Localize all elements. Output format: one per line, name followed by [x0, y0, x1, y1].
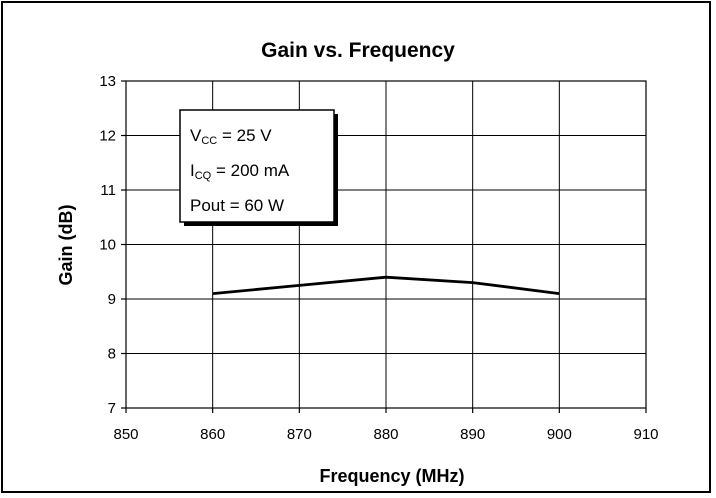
y-tick-label: 8 — [108, 346, 116, 363]
x-tick-label: 910 — [633, 426, 658, 443]
annotation-pout: Pout = 60 W — [190, 196, 284, 215]
x-tick-label: 870 — [287, 426, 312, 443]
annotation-border — [179, 109, 335, 223]
y-tick-label: 12 — [99, 128, 116, 145]
y-axis-label: Gain (dB) — [56, 205, 76, 286]
x-tick-label: 850 — [113, 426, 138, 443]
y-tick-label: 9 — [108, 291, 116, 308]
x-tick-label: 860 — [200, 426, 225, 443]
y-tick-label: 13 — [99, 73, 116, 90]
series — [212, 275, 560, 295]
chart-title: Gain vs. Frequency — [261, 39, 455, 62]
annotation-shadow-bottom — [184, 222, 338, 226]
annotation-box: VCC = 25 V ICQ = 200 mA Pout = 60 W — [179, 109, 338, 226]
x-tick-label: 900 — [547, 426, 572, 443]
y-tick-label: 10 — [99, 237, 116, 254]
annotation-vcc: VCC = 25 V — [190, 126, 272, 147]
y-tick-label: 11 — [100, 182, 116, 199]
x-tick-label: 890 — [460, 426, 485, 443]
annotation-shadow-right — [334, 114, 338, 226]
x-tick-label: 880 — [373, 426, 398, 443]
y-tick-label: 7 — [108, 400, 116, 417]
x-axis-label: Frequency (MHz) — [319, 466, 464, 486]
annotation-icq: ICQ = 200 mA — [190, 161, 290, 182]
chart-frame — [1, 1, 711, 493]
